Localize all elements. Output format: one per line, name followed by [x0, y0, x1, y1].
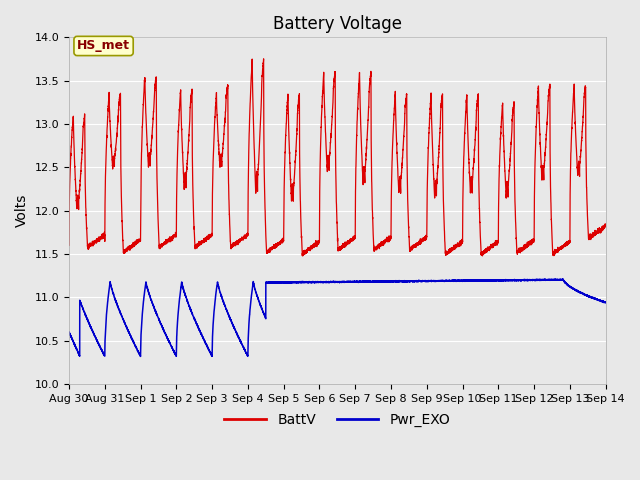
Pwr_EXO — [559, 276, 566, 282]
Pwr_EXO — [412, 278, 419, 284]
Pwr_EXO — [488, 277, 495, 283]
BattV — [174, 131, 182, 136]
Pwr_EXO — [136, 354, 144, 360]
Pwr_EXO — [174, 310, 182, 315]
Y-axis label: Volts: Volts — [15, 194, 29, 228]
BattV — [479, 253, 486, 259]
Legend: BattV, Pwr_EXO: BattV, Pwr_EXO — [219, 408, 456, 432]
BattV — [488, 243, 495, 249]
BattV — [412, 244, 419, 250]
BattV — [180, 180, 188, 185]
BattV — [600, 225, 608, 230]
Pwr_EXO — [65, 329, 73, 335]
Pwr_EXO — [602, 300, 609, 305]
Text: HS_met: HS_met — [77, 39, 130, 52]
BattV — [602, 223, 609, 228]
BattV — [260, 56, 268, 62]
Pwr_EXO — [600, 299, 608, 305]
Pwr_EXO — [180, 288, 188, 293]
Pwr_EXO — [266, 279, 274, 285]
BattV — [266, 247, 274, 252]
Title: Battery Voltage: Battery Voltage — [273, 15, 402, 33]
Line: BattV: BattV — [69, 59, 605, 256]
Line: Pwr_EXO: Pwr_EXO — [69, 279, 605, 357]
BattV — [65, 242, 73, 248]
